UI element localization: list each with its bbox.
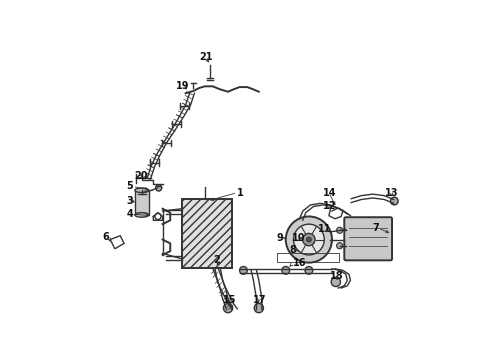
Text: 4: 4 (126, 209, 133, 219)
Circle shape (305, 266, 313, 274)
Bar (135, 190, 149, 215)
Text: 2: 2 (214, 255, 220, 265)
Text: 18: 18 (330, 271, 343, 281)
Text: 20: 20 (134, 171, 147, 181)
Text: 6: 6 (102, 232, 109, 242)
Text: 13: 13 (385, 188, 398, 198)
Circle shape (331, 277, 341, 287)
Text: 5: 5 (126, 181, 133, 192)
Ellipse shape (135, 188, 149, 193)
Text: 1: 1 (237, 188, 244, 198)
Circle shape (254, 303, 264, 313)
Circle shape (337, 243, 343, 249)
Text: 10: 10 (292, 233, 305, 243)
Text: 8: 8 (290, 244, 296, 255)
Circle shape (303, 233, 315, 246)
Text: 7: 7 (372, 223, 379, 233)
Circle shape (294, 224, 324, 255)
Text: 9: 9 (276, 233, 283, 243)
Circle shape (223, 303, 233, 313)
Text: 14: 14 (323, 188, 336, 198)
Circle shape (282, 266, 290, 274)
Text: 3: 3 (126, 196, 133, 206)
Text: 21: 21 (199, 52, 212, 62)
Circle shape (391, 197, 398, 205)
Bar (182, 199, 232, 268)
Text: 19: 19 (176, 81, 190, 91)
Circle shape (156, 185, 162, 191)
Text: 16: 16 (293, 258, 306, 269)
Text: 11: 11 (318, 224, 332, 234)
Ellipse shape (135, 213, 149, 217)
FancyBboxPatch shape (344, 217, 392, 260)
Text: 12: 12 (323, 202, 336, 211)
Circle shape (337, 227, 343, 233)
Circle shape (240, 266, 247, 274)
Text: 17: 17 (253, 294, 266, 305)
Circle shape (307, 237, 311, 242)
Circle shape (286, 216, 332, 263)
Text: 15: 15 (223, 294, 237, 305)
